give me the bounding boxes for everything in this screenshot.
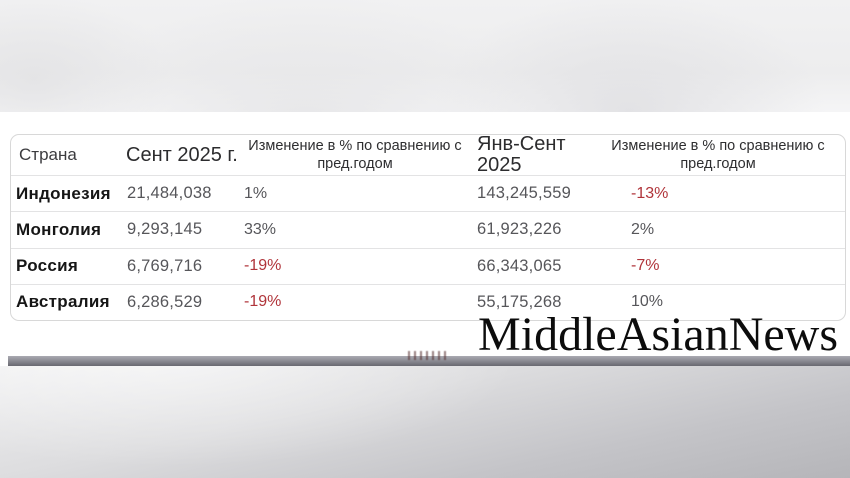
illegible-logo-fragment <box>408 351 448 360</box>
column-header-country: Страна <box>19 145 77 164</box>
table-row-change-ytd: 2% <box>591 211 845 247</box>
background-bottom-panel <box>0 366 850 478</box>
table-row-sept-value: 9,293,145 <box>121 211 239 247</box>
table-row-country: Индонезия <box>11 175 121 211</box>
table-row-country: Россия <box>11 247 121 284</box>
table-row-change-ytd: -13% <box>591 175 845 211</box>
table-row-sept-value: 21,484,038 <box>121 175 239 211</box>
table-row-ytd-value: 55,175,268 <box>471 283 591 320</box>
table-row-country: Австралия <box>11 283 121 320</box>
table-row-change-month: 33% <box>239 211 471 247</box>
background-top-blur <box>0 0 850 112</box>
table-row-ytd-value: 66,343,065 <box>471 247 591 284</box>
passenger-stats-table: Страна Сент 2025 г. Изменение в % по сра… <box>10 134 846 321</box>
watermark-middleasiannews: MiddleAsianNews <box>478 308 838 361</box>
column-header-sept-2025: Сент 2025 г. <box>126 143 238 166</box>
table-row-ytd-value: 61,923,226 <box>471 211 591 247</box>
table-row-sept-value: 6,286,529 <box>121 283 239 320</box>
table-row-change-ytd: -7% <box>591 247 845 284</box>
table-row-sept-value: 6,769,716 <box>121 247 239 284</box>
table-row-country: Монголия <box>11 211 121 247</box>
table-row-change-month: -19% <box>239 247 471 284</box>
divider-bar <box>8 351 850 366</box>
column-header-change-month: Изменение в % по сравнению с пред.годом <box>248 138 462 172</box>
table-row-change-month: -19% <box>239 283 471 320</box>
table-row-change-ytd: 10% <box>591 283 845 320</box>
table-row-change-month: 1% <box>239 175 471 211</box>
column-header-jan-sept-2025: Янв-Сент 2025 <box>477 133 566 176</box>
table-row-ytd-value: 143,245,559 <box>471 175 591 211</box>
column-header-change-ytd: Изменение в % по сравнению с пред.годом <box>611 138 825 172</box>
